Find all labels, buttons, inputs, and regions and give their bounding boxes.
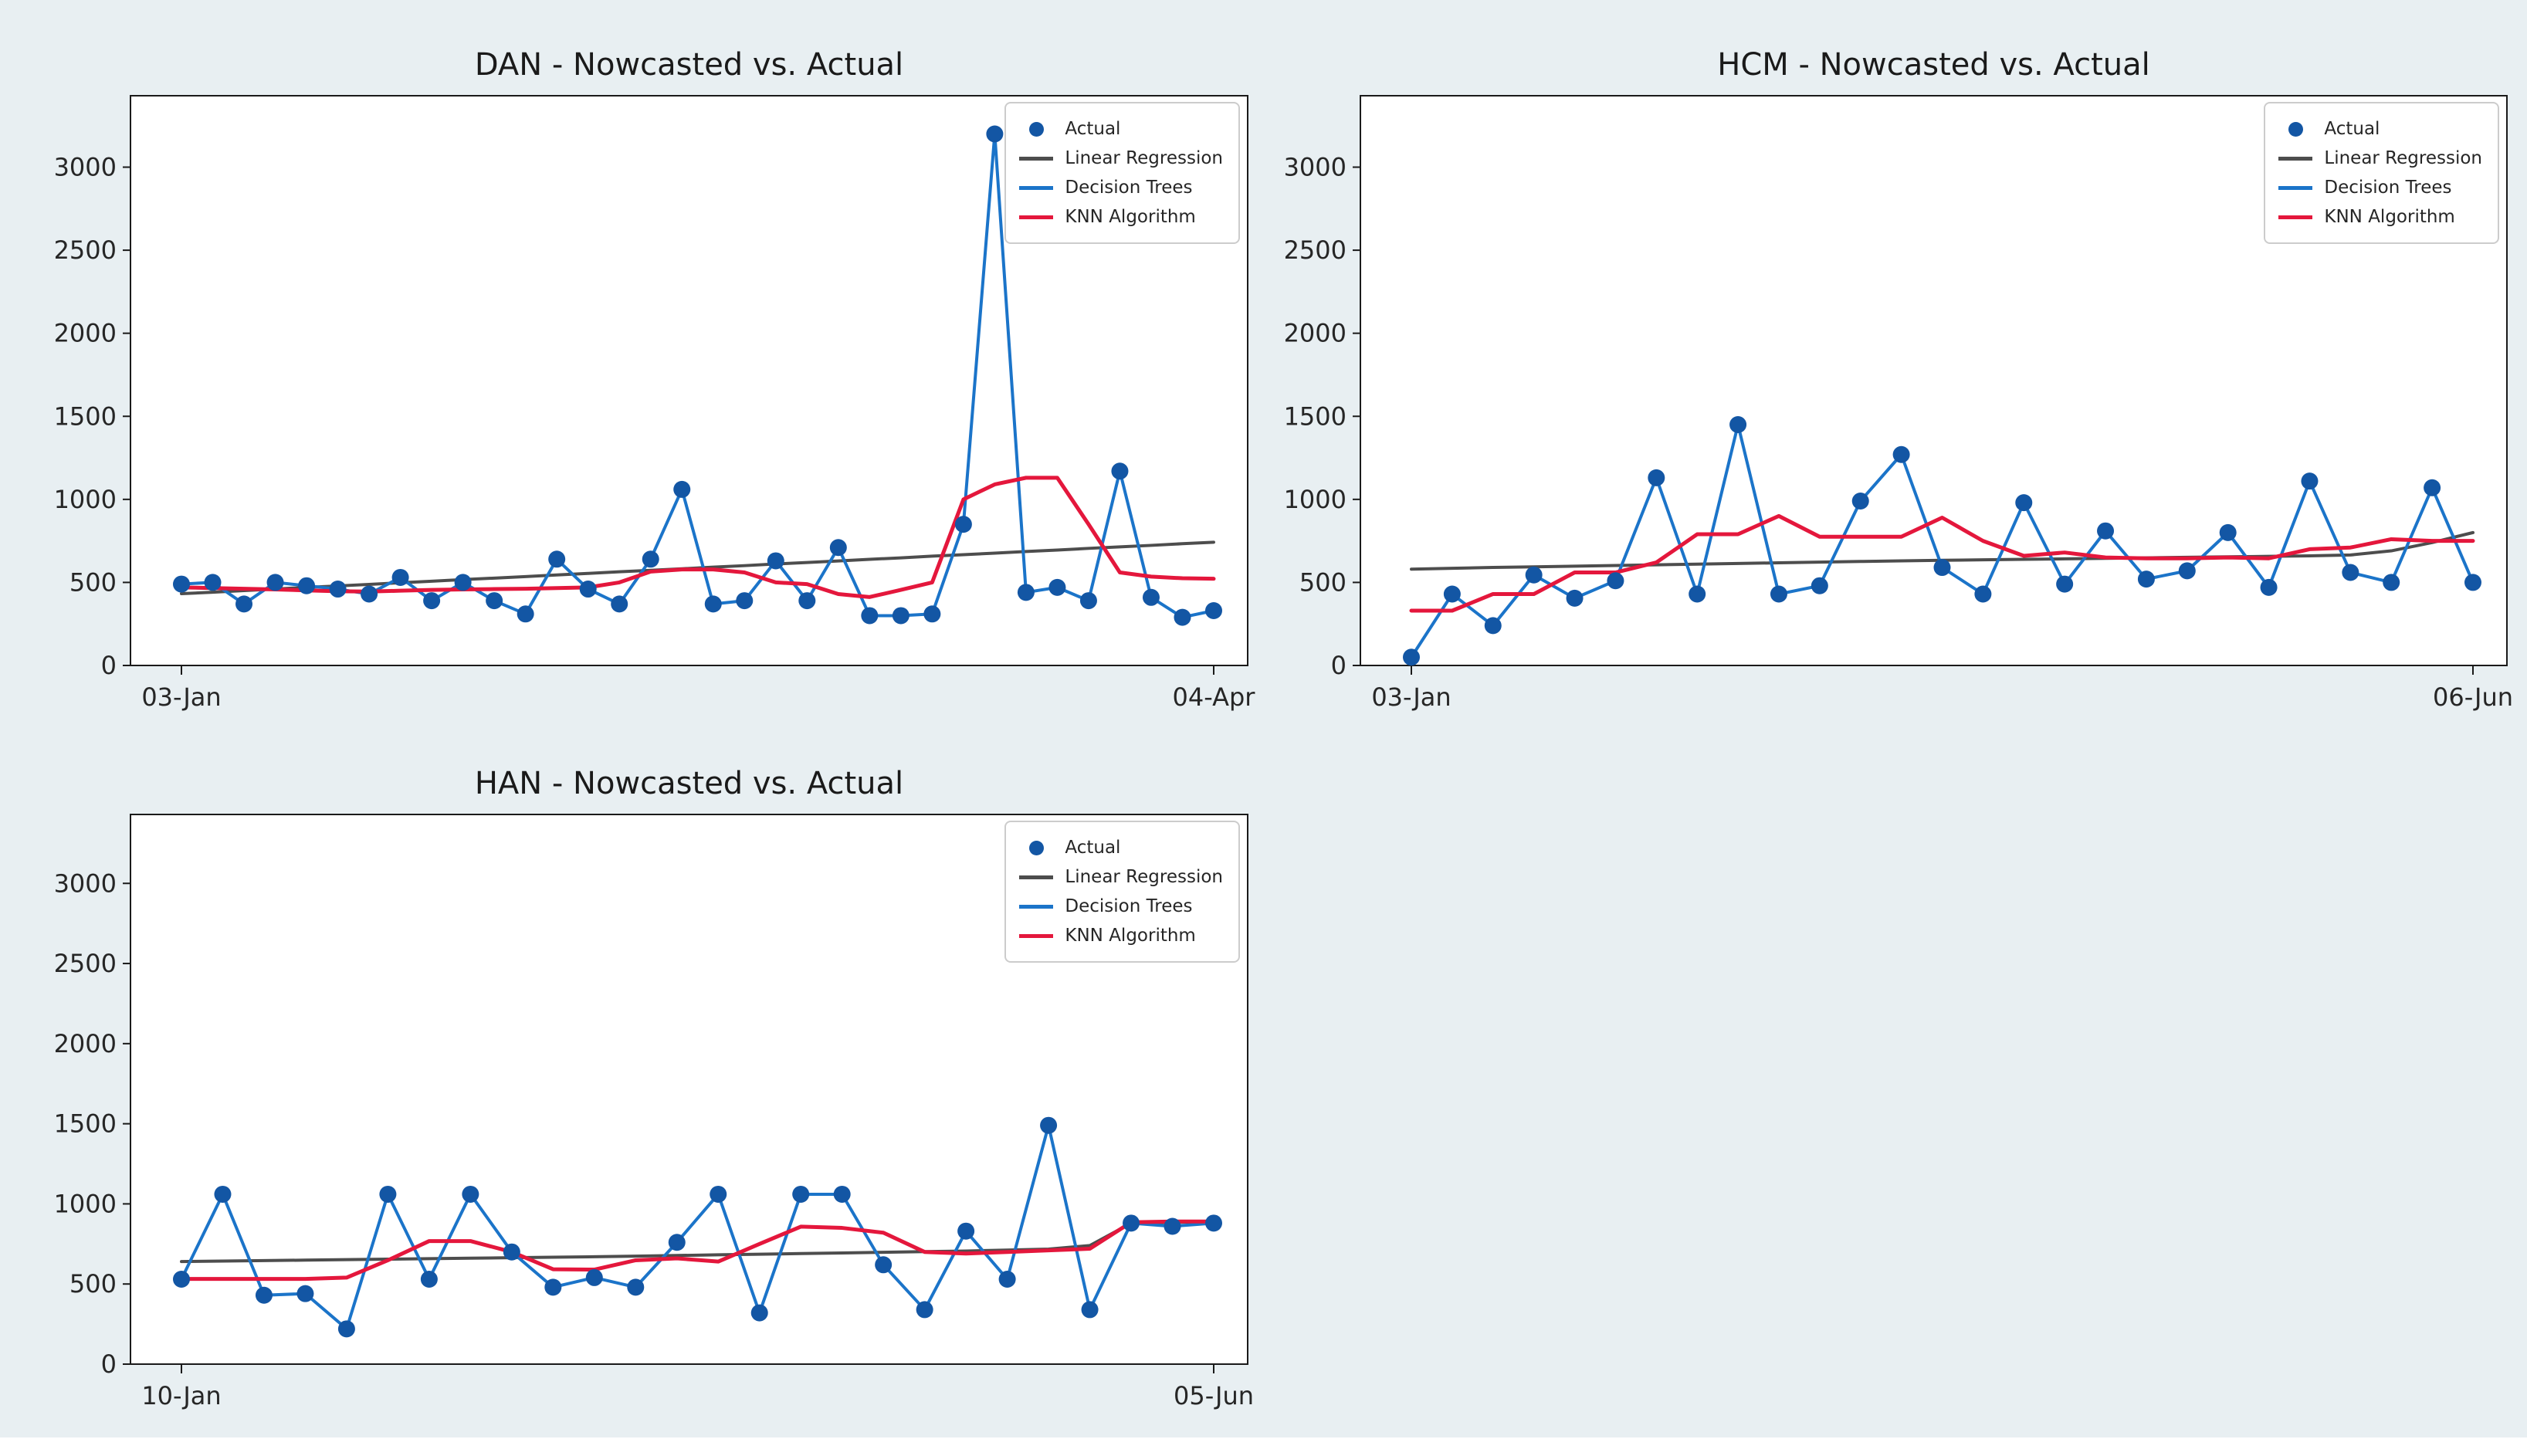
- legend-label: Linear Regression: [1065, 148, 1223, 168]
- svg-text:0: 0: [1331, 651, 1346, 680]
- legend-item-decision-trees: Decision Trees: [2278, 173, 2482, 202]
- svg-text:500: 500: [69, 1269, 117, 1299]
- svg-text:2500: 2500: [54, 235, 117, 265]
- svg-text:3000: 3000: [54, 869, 117, 898]
- svg-text:1000: 1000: [1284, 485, 1346, 514]
- svg-text:1500: 1500: [54, 401, 117, 431]
- svg-text:05-Jun: 05-Jun: [1174, 1381, 1254, 1410]
- legend-item-linear-regression: Linear Regression: [1018, 144, 1223, 173]
- actual-dot-swatch: [2278, 121, 2313, 137]
- legend-item-actual: Actual: [1018, 833, 1223, 862]
- svg-text:04-Apr: 04-Apr: [1173, 682, 1256, 712]
- legend-label: Actual: [1065, 119, 1121, 139]
- legend-label: KNN Algorithm: [1065, 926, 1196, 946]
- svg-text:500: 500: [69, 567, 117, 597]
- svg-text:2000: 2000: [54, 319, 117, 348]
- svg-text:0: 0: [101, 651, 117, 680]
- legend-label: KNN Algorithm: [1065, 207, 1196, 227]
- legend-label: Linear Regression: [1065, 867, 1223, 887]
- line-swatch: [1018, 215, 1054, 219]
- legend-item-knn-algorithm: KNN Algorithm: [1018, 202, 1223, 232]
- chart-title: DAN - Nowcasted vs. Actual: [474, 47, 904, 83]
- svg-text:3000: 3000: [54, 153, 117, 182]
- legend-item-linear-regression: Linear Regression: [1018, 862, 1223, 892]
- legend-label: Decision Trees: [1065, 896, 1193, 916]
- svg-text:500: 500: [1299, 567, 1346, 597]
- legend-label: Linear Regression: [2324, 148, 2482, 168]
- svg-text:1500: 1500: [54, 1109, 117, 1139]
- legend: Actual Linear Regression Decision Trees …: [1004, 102, 1240, 244]
- legend-label: Decision Trees: [1065, 178, 1193, 198]
- legend-item-knn-algorithm: KNN Algorithm: [2278, 202, 2482, 232]
- svg-text:1500: 1500: [1284, 401, 1346, 431]
- legend-item-linear-regression: Linear Regression: [2278, 144, 2482, 173]
- line-swatch: [1018, 185, 1054, 190]
- svg-text:1000: 1000: [54, 485, 117, 514]
- legend-label: Decision Trees: [2324, 178, 2452, 198]
- svg-text:10-Jan: 10-Jan: [141, 1381, 221, 1410]
- line-swatch: [1018, 156, 1054, 161]
- line-swatch: [2278, 185, 2313, 190]
- line-swatch: [1018, 933, 1054, 938]
- svg-text:2500: 2500: [1284, 235, 1346, 265]
- legend: Actual Linear Regression Decision Trees …: [1004, 821, 1240, 963]
- subplot-dan: DAN - Nowcasted vs. Actual 0 500 1000 1500 2…: [54, 47, 1256, 712]
- svg-text:03-Jan: 03-Jan: [141, 682, 221, 712]
- svg-text:2000: 2000: [54, 1029, 117, 1058]
- legend-item-actual: Actual: [1018, 114, 1223, 144]
- subplot-hcm: HCM - Nowcasted vs. Actual 0 500 1000 1500 2…: [1284, 47, 2513, 712]
- svg-text:2500: 2500: [54, 949, 117, 978]
- svg-text:0: 0: [101, 1349, 117, 1379]
- svg-text:06-Jun: 06-Jun: [2433, 682, 2513, 712]
- actual-dot-swatch: [1018, 121, 1054, 137]
- chart-title: HCM - Nowcasted vs. Actual: [1717, 47, 2150, 83]
- svg-text:3000: 3000: [1284, 153, 1346, 182]
- line-swatch: [1018, 904, 1054, 909]
- line-swatch: [1018, 875, 1054, 879]
- subplot-han: HAN - Nowcasted vs. Actual 0 500 1000 1500 2…: [54, 766, 1254, 1410]
- legend-item-decision-trees: Decision Trees: [1018, 892, 1223, 921]
- chart-title: HAN - Nowcasted vs. Actual: [474, 766, 904, 801]
- legend-item-actual: Actual: [2278, 114, 2482, 144]
- line-swatch: [2278, 156, 2313, 161]
- actual-dot-swatch: [1018, 840, 1054, 855]
- legend-label: KNN Algorithm: [2324, 207, 2455, 227]
- legend-item-decision-trees: Decision Trees: [1018, 173, 1223, 202]
- svg-text:2000: 2000: [1284, 319, 1346, 348]
- svg-text:1000: 1000: [54, 1189, 117, 1218]
- legend: Actual Linear Regression Decision Trees …: [2264, 102, 2499, 244]
- legend-label: Actual: [2324, 119, 2380, 139]
- legend-item-knn-algorithm: KNN Algorithm: [1018, 921, 1223, 950]
- plot-area: 0 500 1000 1500 2000 2500 3000 03-Jan 06-Jun: [1284, 95, 2513, 712]
- line-swatch: [2278, 215, 2313, 219]
- svg-text:03-Jan: 03-Jan: [1371, 682, 1451, 712]
- legend-label: Actual: [1065, 838, 1121, 858]
